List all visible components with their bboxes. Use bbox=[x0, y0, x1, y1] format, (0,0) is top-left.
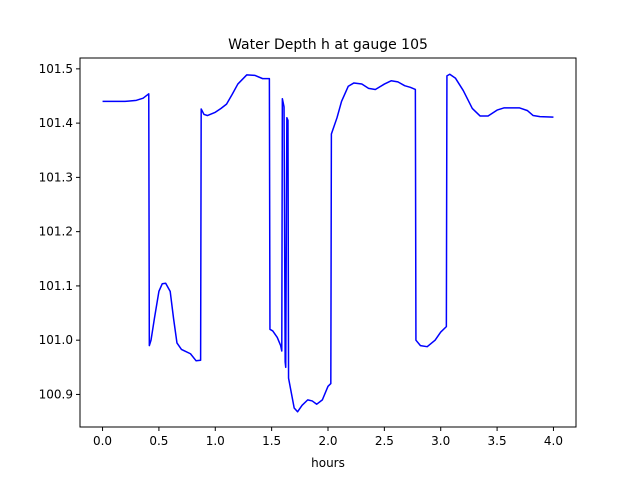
x-tick-label: 2.5 bbox=[375, 434, 394, 448]
x-tick-label: 3.5 bbox=[488, 434, 507, 448]
x-tick-label: 3.0 bbox=[431, 434, 450, 448]
x-tick-label: 0.5 bbox=[149, 434, 168, 448]
plot-area-frame bbox=[79, 57, 577, 428]
y-tick-label: 101.1 bbox=[39, 279, 73, 293]
chart-title: Water Depth h at gauge 105 bbox=[228, 37, 428, 53]
y-tick-label: 101.4 bbox=[39, 116, 73, 130]
x-tick-label: 0.0 bbox=[93, 434, 112, 448]
series-line bbox=[102, 73, 554, 413]
y-tick-label: 101.5 bbox=[39, 62, 73, 76]
y-tick-label: 101.3 bbox=[39, 170, 73, 184]
x-tick-label: 1.0 bbox=[206, 434, 225, 448]
x-tick-label: 2.0 bbox=[318, 434, 337, 448]
series-layer bbox=[102, 73, 554, 413]
y-tick-label: 101.0 bbox=[39, 333, 73, 347]
x-tick-label: 4.0 bbox=[544, 434, 563, 448]
x-axis: 0.0 0.5 1.0 1.5 2.0 2.5 3.0 3.5 4.0 bbox=[93, 427, 563, 448]
x-axis-label: hours bbox=[311, 456, 345, 470]
y-axis: 100.9 101.0 101.1 101.2 101.3 101.4 101.5 bbox=[39, 62, 80, 401]
y-tick-label: 101.2 bbox=[39, 225, 73, 239]
y-tick-label: 100.9 bbox=[39, 387, 73, 401]
x-tick-label: 1.5 bbox=[262, 434, 281, 448]
